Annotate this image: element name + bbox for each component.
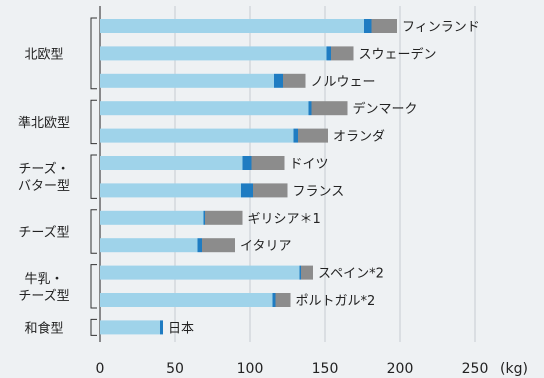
bar-segment-3 — [298, 128, 328, 143]
group-bracket — [90, 99, 97, 145]
group-label: 準北欧型 — [18, 115, 70, 131]
bar-segment-2 — [299, 265, 301, 280]
group-label: 和食型 — [24, 320, 63, 336]
group-label-line: 和食型 — [24, 320, 63, 336]
bar-segment-2 — [241, 183, 253, 198]
bar-segment-2 — [326, 46, 331, 61]
bar-segment-3 — [283, 73, 306, 88]
bar-segment-3 — [301, 265, 313, 280]
bar-segment-1 — [100, 156, 243, 170]
group-label: 北欧型 — [24, 47, 63, 62]
x-tick-label: 200 — [387, 361, 414, 377]
bar-segment-1 — [100, 238, 198, 253]
grid-lines — [99, 6, 476, 342]
group-bracket — [90, 154, 97, 199]
bar-segment-3 — [202, 238, 235, 253]
x-tick-label: 0 — [96, 361, 105, 377]
group-label: チーズ型 — [18, 225, 69, 241]
bar-segment-2 — [203, 210, 205, 225]
bar-segment-1 — [100, 320, 160, 335]
x-axis-ticks: 0 50 100 150 200 250 — [96, 361, 489, 377]
x-tick-label: 250 — [462, 361, 489, 377]
country-label: ドイツ — [290, 157, 329, 172]
bar-segment-2 — [160, 320, 163, 335]
bar-segment-1 — [100, 210, 204, 225]
country-label: イタリア — [240, 239, 291, 254]
country-label: スウェーデン — [359, 46, 437, 62]
bar-segment-2 — [242, 156, 252, 170]
group-bracket — [90, 264, 97, 309]
group-label-line: 準北欧型 — [18, 115, 70, 131]
bar-segment-2 — [364, 19, 372, 33]
bar-segment-1 — [100, 46, 327, 61]
bar-segment-2 — [308, 101, 312, 116]
bar-segment-2 — [293, 128, 298, 143]
country-label: ギリシア＊1 — [248, 212, 321, 227]
country-label: オランダ — [333, 130, 385, 145]
bar-segment-3 — [253, 183, 288, 198]
bar-segment-2 — [274, 73, 283, 88]
bar-segment-3 — [331, 46, 354, 61]
country-label: ノルウェー — [311, 75, 376, 90]
bar-segment-1 — [100, 101, 309, 116]
country-label: スペイン*2 — [318, 267, 384, 282]
bar-segment-1 — [100, 73, 274, 88]
group-label-line: 牛乳・ — [24, 272, 63, 287]
bar-segment-2 — [272, 293, 276, 307]
x-tick-label: 150 — [312, 361, 339, 377]
country-label: デンマーク — [353, 101, 418, 117]
bar-segment-3 — [205, 210, 243, 225]
group-label-line: チーズ型 — [18, 225, 69, 241]
bars — [100, 19, 397, 335]
bar-segment-1 — [100, 128, 294, 143]
bar-segment-1 — [100, 183, 241, 198]
group-label-line: チーズ型 — [18, 288, 69, 304]
group-label: 牛乳・チーズ型 — [18, 272, 69, 304]
country-label: フィンランド — [402, 20, 480, 35]
bar-segment-3 — [371, 19, 397, 33]
group-label: チーズ・バター型 — [18, 161, 70, 194]
bar-segment-1 — [100, 19, 364, 33]
x-tick-label: 100 — [237, 361, 264, 377]
bar-segment-3 — [275, 293, 291, 307]
bar-segment-1 — [100, 293, 273, 307]
group-bracket — [90, 17, 97, 90]
bar-segment-3 — [311, 101, 348, 116]
country-label: ポルトガル*2 — [296, 294, 376, 309]
group-bracket — [90, 209, 97, 254]
x-axis-unit-label: (kg) — [500, 361, 528, 377]
group-bracket — [90, 318, 97, 336]
group-label-line: チーズ・ — [18, 161, 69, 177]
bar-segment-1 — [100, 265, 300, 280]
x-tick-label: 50 — [166, 361, 184, 377]
country-label: フランス — [293, 184, 345, 199]
group-label-line: バター型 — [18, 179, 70, 194]
bar-segment-3 — [251, 156, 285, 170]
bar-segment-2 — [197, 238, 202, 253]
country-label: 日本 — [168, 321, 194, 336]
group-label-line: 北欧型 — [24, 47, 63, 62]
